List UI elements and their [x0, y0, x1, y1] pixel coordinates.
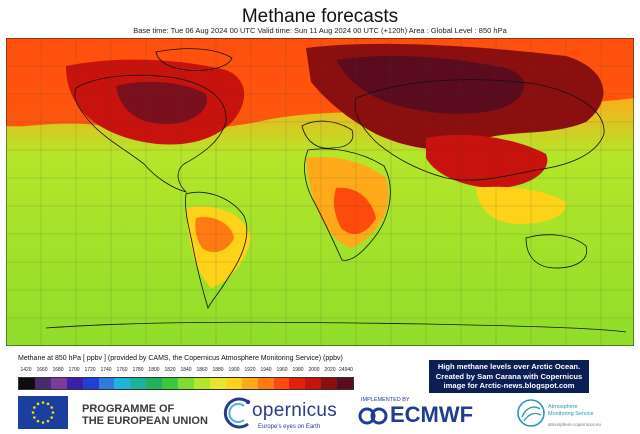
legend-tick-label: 1720	[84, 367, 96, 373]
ecmwf-logo-icon	[358, 407, 388, 425]
eu-programme-text: PROGRAMME OF THE EUROPEAN UNION	[82, 403, 208, 427]
colorbar-segment	[289, 378, 306, 389]
south-america-core	[195, 217, 234, 253]
colorbar-segment	[257, 378, 274, 389]
colorbar-segment	[193, 378, 210, 389]
ecmwf-wordmark: ECMWF	[390, 402, 474, 427]
annotation-line-2: Created by Sam Carana with Copernicus	[435, 371, 583, 381]
colorbar-segment	[130, 378, 147, 389]
eu-star	[31, 411, 35, 414]
cams-name: Atmosphere Monitoring Service	[548, 404, 594, 417]
colorbar	[18, 377, 354, 390]
southeast-asia	[476, 186, 567, 224]
eu-star	[46, 419, 50, 423]
asia-high	[426, 134, 548, 188]
cams-logo-icon	[517, 399, 545, 427]
colorbar-segment	[162, 378, 179, 389]
legend-tick-label: 1800	[148, 367, 160, 373]
annotation-line-1: High methane levels over Arctic Ocean.	[437, 362, 581, 371]
africa-core	[333, 187, 376, 234]
colorbar-segment	[34, 378, 51, 389]
legend-tick-label: 1860	[196, 367, 208, 373]
legend-tick-label: 1660	[36, 367, 48, 373]
legend-tick-label: 1840	[180, 367, 192, 373]
legend-tick-label: 2020	[324, 367, 336, 373]
colorbar-segment	[19, 378, 35, 389]
eu-flag-icon	[18, 396, 68, 429]
eu-star	[46, 402, 50, 406]
colorbar-segment	[209, 378, 226, 389]
legend-tick-label: 24940	[339, 367, 353, 373]
colorbar-segment	[305, 378, 322, 389]
legend-tick-label: 1680	[52, 367, 64, 373]
methane-map	[6, 38, 634, 346]
legend-tick-label: 1820	[164, 367, 176, 373]
eu-star	[33, 416, 36, 419]
annotation-line-3: image for Arctic-news.blogspot.com	[443, 381, 575, 391]
legend-tick-label: 1780	[132, 367, 144, 373]
continent-outlines	[45, 48, 627, 333]
colorbar-segment	[225, 378, 242, 389]
cams-line-1: Atmosphere	[548, 404, 578, 410]
eu-star	[41, 401, 45, 404]
north-america-core	[116, 81, 208, 124]
colorbar-segment	[178, 378, 194, 389]
colorbar-segment	[337, 378, 354, 389]
legend-tick-label: 1920	[244, 367, 256, 373]
legend-tick-label: 1740	[100, 367, 112, 373]
colorbar-segment	[114, 378, 131, 389]
eu-star	[50, 416, 53, 419]
eu-star	[41, 421, 45, 424]
legend-tick-label: 1420	[20, 367, 32, 373]
arctic-peak-core	[336, 55, 525, 114]
colorbar-segment	[66, 378, 83, 389]
legend-tick-label: 1760	[116, 367, 128, 373]
colorbar-segment	[146, 378, 163, 389]
eu-line-2: THE EUROPEAN UNION	[82, 415, 208, 427]
lat-lon-grid	[6, 38, 634, 346]
map-title: Methane forecasts	[241, 6, 399, 27]
colorbar-segment	[50, 378, 67, 389]
colorbar-segment	[273, 378, 290, 389]
copernicus-tagline: Europe's eyes on Earth	[258, 424, 321, 430]
colorbar-segment	[321, 378, 338, 389]
annotation-box: High methane levels over Arctic Ocean. C…	[429, 360, 589, 393]
eu-star	[50, 406, 53, 409]
legend-tick-label: 1980	[292, 367, 304, 373]
legend-title: Methane at 850 hPa [ ppbv ] (provided by…	[18, 355, 343, 362]
legend-tick-label: 1700	[68, 367, 80, 373]
eu-star	[51, 411, 55, 414]
eu-star	[33, 406, 36, 409]
legend-tick-label: 1940	[260, 367, 272, 373]
colorbar-segment	[241, 378, 258, 389]
eu-star	[36, 402, 40, 406]
map-subtitle: Base time: Tue 06 Aug 2024 00 UTC Valid …	[133, 26, 507, 35]
legend-tick-label: 2000	[308, 367, 320, 373]
copernicus-wordmark: opernicus	[252, 400, 338, 421]
eu-line-1: PROGRAMME OF	[82, 403, 175, 415]
implemented-by-label: IMPLEMENTED BY	[361, 397, 410, 403]
cams-url: atmosphere.copernicus.eu	[548, 422, 602, 427]
cams-line-2: Monitoring Service	[548, 410, 594, 417]
legend-tick-label: 1960	[276, 367, 288, 373]
legend-tick-label: 1880	[212, 367, 224, 373]
copernicus-logo-icon	[223, 397, 251, 429]
eu-star	[36, 419, 40, 423]
colorbar-segment	[98, 378, 115, 389]
colorbar-segment	[82, 378, 99, 389]
legend-tick-label: 1900	[228, 367, 240, 373]
legend-ticks: 1420 1660 1680 1700 1720 1740 1760 1780 1800 1820…	[18, 367, 354, 376]
